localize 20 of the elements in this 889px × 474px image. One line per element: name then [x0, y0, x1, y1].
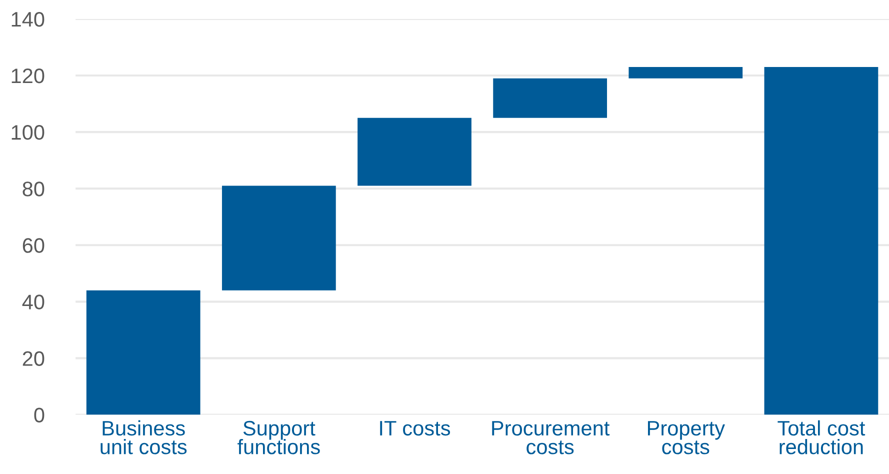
y-tick-label: 80 — [22, 182, 44, 196]
x-tick-label: Support functions — [238, 420, 320, 454]
y-tick-label: 60 — [22, 238, 44, 253]
y-tick-label: 20 — [22, 351, 44, 366]
x-tick-label: Procurement costs — [492, 421, 610, 454]
x-tick-label: IT costs — [380, 421, 450, 436]
bar — [222, 186, 336, 290]
bar — [764, 67, 878, 415]
bar — [358, 118, 472, 186]
y-tick-label: 140 — [12, 12, 44, 27]
y-tick-label: 100 — [12, 125, 44, 140]
y-tick-label: 40 — [22, 294, 44, 310]
bar — [628, 67, 743, 78]
x-tick-label: Property costs — [648, 421, 725, 454]
bar — [493, 78, 608, 118]
y-tick-label: 0 — [34, 408, 44, 423]
y-tick-label: 120 — [12, 68, 44, 84]
x-tick-label: Business unit costs — [100, 420, 187, 454]
x-tick-label: Total cost reduction — [778, 420, 866, 454]
bar — [86, 290, 200, 415]
